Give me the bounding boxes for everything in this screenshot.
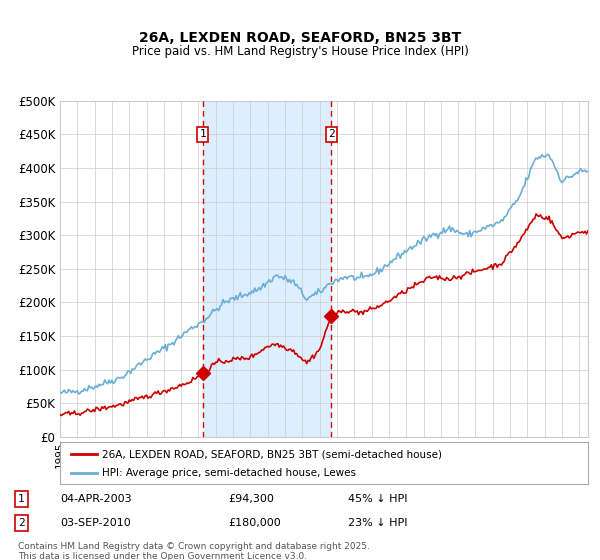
Text: Contains HM Land Registry data © Crown copyright and database right 2025.
This d: Contains HM Land Registry data © Crown c… — [18, 542, 370, 560]
Text: £94,300: £94,300 — [228, 494, 274, 504]
Text: 1: 1 — [199, 129, 206, 139]
Text: 26A, LEXDEN ROAD, SEAFORD, BN25 3BT (semi-detached house): 26A, LEXDEN ROAD, SEAFORD, BN25 3BT (sem… — [102, 449, 442, 459]
Text: Price paid vs. HM Land Registry's House Price Index (HPI): Price paid vs. HM Land Registry's House … — [131, 45, 469, 58]
Text: 03-SEP-2010: 03-SEP-2010 — [60, 518, 131, 528]
Text: 04-APR-2003: 04-APR-2003 — [60, 494, 131, 504]
Text: 2: 2 — [18, 518, 25, 528]
Text: 23% ↓ HPI: 23% ↓ HPI — [348, 518, 407, 528]
Bar — [203, 101, 331, 437]
Text: £180,000: £180,000 — [228, 518, 281, 528]
Text: 2: 2 — [328, 129, 335, 139]
Text: HPI: Average price, semi-detached house, Lewes: HPI: Average price, semi-detached house,… — [102, 468, 356, 478]
Text: 45% ↓ HPI: 45% ↓ HPI — [348, 494, 407, 504]
Text: 1: 1 — [18, 494, 25, 504]
Text: 26A, LEXDEN ROAD, SEAFORD, BN25 3BT: 26A, LEXDEN ROAD, SEAFORD, BN25 3BT — [139, 31, 461, 45]
